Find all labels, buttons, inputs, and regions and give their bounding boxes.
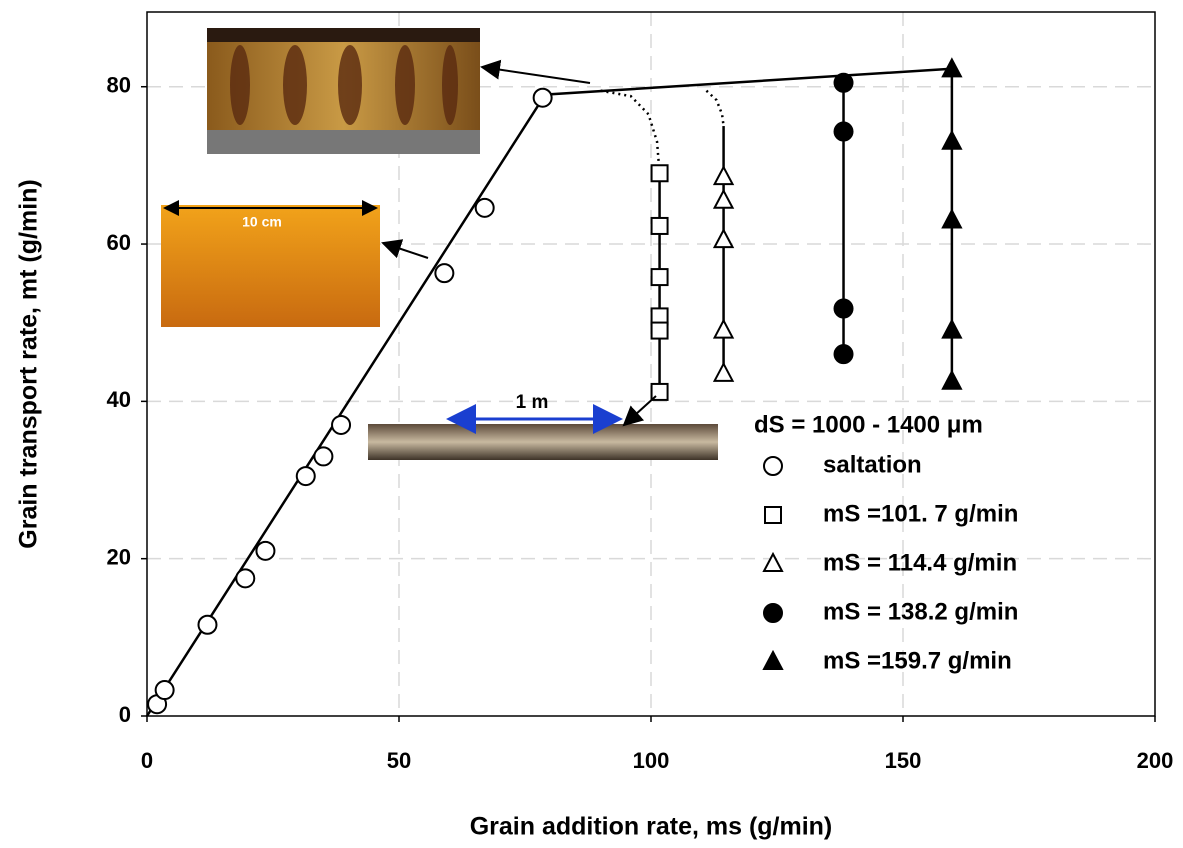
legend-label: mS =101. 7 g/min [823,500,1018,527]
marker [332,416,350,434]
marker [715,321,733,338]
marker [943,132,961,149]
marker [764,457,782,475]
legend-label: mS = 114.4 g/min [823,549,1017,576]
marker [835,123,853,141]
x-tick-label: 200 [1137,748,1174,773]
y-tick-label: 80 [107,73,131,98]
marker [435,264,453,282]
marker [764,554,782,571]
y-tick-label: 0 [119,702,131,727]
marker [256,542,274,560]
x-tick-label: 50 [387,748,411,773]
marker [835,300,853,318]
chart: 10 cm 1 m Grain addition rate, ms (g/min… [0,0,1183,848]
y-axis-title: Grain transport rate, mt (g/min) [15,179,43,548]
marker [715,364,733,381]
annotation: 10 cm [242,214,282,230]
marker [715,191,733,208]
marker [314,447,332,465]
fit-curve [706,91,723,126]
y-tick-label: 40 [107,387,131,412]
marker [652,323,668,339]
x-tick-label: 150 [885,748,922,773]
marker [715,230,733,247]
marker [715,167,733,184]
marker [652,165,668,181]
marker [765,507,781,523]
annotation: 1 m [516,392,549,413]
legend-label: mS =159.7 g/min [823,647,1012,674]
marker [764,652,782,669]
y-tick-label: 60 [107,230,131,255]
marker [835,345,853,363]
marker [156,681,174,699]
photo-ruler [207,130,480,154]
x-tick-label: 100 [633,748,670,773]
marker [943,372,961,389]
x-tick-label: 0 [141,748,153,773]
marker [297,467,315,485]
legend: saltation mS =101. 7 g/min mS = 114.4 g/mi… [764,451,1018,674]
marker [236,569,254,587]
marker [764,604,782,622]
photo-edge [207,28,480,42]
legend-title: dS = 1000 - 1400 μm [754,411,983,438]
y-tick-label: 20 [107,544,131,569]
marker [835,74,853,92]
legend-label: saltation [823,451,922,478]
marker [652,269,668,285]
arrow [482,67,590,83]
marker [534,89,552,107]
photo-bottom [368,424,718,460]
x-axis-title: Grain addition rate, ms (g/min) [470,813,833,841]
arrow [383,243,428,258]
marker [943,321,961,338]
marker [198,616,216,634]
marker [652,218,668,234]
marker [476,199,494,217]
legend-label: mS = 138.2 g/min [823,598,1018,625]
marker [943,210,961,227]
